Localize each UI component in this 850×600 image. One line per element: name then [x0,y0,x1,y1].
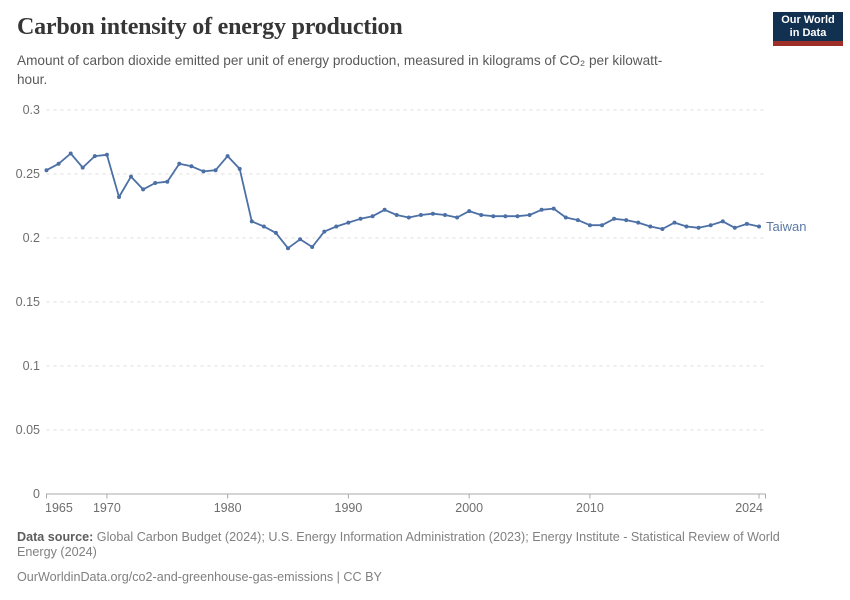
y-tick-label: 0.3 [23,103,40,117]
chart-footer: Data source: Global Carbon Budget (2024)… [17,530,817,585]
data-point-1990[interactable] [346,220,351,225]
data-point-2009[interactable] [575,218,580,223]
data-point-2001[interactable] [479,213,484,217]
license-line[interactable]: OurWorldinData.org/co2-and-greenhouse-ga… [17,569,382,584]
data-point-1982[interactable] [249,219,254,224]
data-point-2007[interactable] [551,206,556,211]
data-source-label: Data source: [17,530,94,544]
data-point-1978[interactable] [201,169,206,174]
series-line-taiwan[interactable] [45,152,760,250]
x-tick-label: 1980 [214,501,242,515]
data-point-1989[interactable] [334,224,339,229]
data-point-1991[interactable] [358,216,363,221]
data-point-1973[interactable] [141,187,146,192]
data-point-2010[interactable] [587,223,592,228]
data-point-2014[interactable] [636,220,641,225]
chart-subtitle: Amount of carbon dioxide emitted per uni… [17,53,663,88]
data-point-1981[interactable] [237,166,242,171]
data-point-1968[interactable] [80,165,85,170]
page-title: Carbon intensity of energy production [17,14,403,40]
data-point-1975[interactable] [165,179,170,184]
data-point-2000[interactable] [467,209,472,214]
owid-logo-line2: in Data [789,26,827,39]
data-point-2011[interactable] [600,223,604,228]
data-point-1984[interactable] [273,230,278,235]
data-point-2024[interactable] [757,224,761,229]
data-point-1996[interactable] [418,213,423,217]
y-tick-label: 0.1 [23,359,40,373]
data-point-2017[interactable] [672,220,677,225]
data-point-1972[interactable] [129,174,133,179]
data-point-2003[interactable] [503,214,508,219]
data-point-2015[interactable] [648,224,653,229]
owid-logo-line1: Our World [781,14,835,26]
data-point-2008[interactable] [563,215,568,220]
data-point-2012[interactable] [612,216,617,221]
x-tick-label: 2024 [735,501,763,515]
data-point-1995[interactable] [406,215,411,220]
data-point-1971[interactable] [117,195,121,199]
data-point-2005[interactable] [527,213,532,217]
data-point-2002[interactable] [491,214,496,219]
data-source-note: Data source: Global Carbon Budget (2024)… [17,530,797,561]
data-point-1999[interactable] [455,215,460,220]
x-tick-label: 1970 [93,501,121,515]
data-point-1976[interactable] [177,161,182,166]
y-tick-label: 0 [33,487,40,501]
data-point-1992[interactable] [370,214,375,219]
data-point-1997[interactable] [430,211,435,216]
data-point-2018[interactable] [684,224,689,229]
data-point-2022[interactable] [732,225,737,230]
owid-logo[interactable]: Our World in Data [773,12,843,46]
entity-label[interactable]: Taiwan [766,219,806,234]
data-point-2013[interactable] [624,218,629,223]
x-tick-label: 1990 [335,501,363,515]
data-point-1985[interactable] [286,246,290,251]
data-point-2020[interactable] [708,223,713,228]
data-point-2021[interactable] [720,219,725,224]
x-tick-label: 1965 [45,501,73,515]
data-point-1969[interactable] [92,154,97,159]
data-point-1998[interactable] [443,213,447,217]
data-point-1967[interactable] [68,151,73,156]
data-point-1993[interactable] [382,207,387,212]
x-tick-label: 2010 [576,501,604,515]
data-point-1977[interactable] [189,164,194,169]
data-point-2006[interactable] [539,207,544,212]
y-tick-label: 0.2 [23,231,40,245]
data-point-1986[interactable] [298,237,303,242]
data-point-1966[interactable] [56,161,61,166]
data-source-text: Global Carbon Budget (2024); U.S. Energy… [17,530,780,560]
data-point-1974[interactable] [153,181,158,185]
data-point-1994[interactable] [394,213,399,217]
data-point-2004[interactable] [515,214,520,219]
data-point-1979[interactable] [213,168,218,173]
x-tick-label: 2000 [455,501,483,515]
y-tick-label: 0.25 [16,167,40,181]
data-point-2019[interactable] [696,225,701,230]
data-point-1965[interactable] [44,168,49,173]
data-point-1983[interactable] [261,224,266,229]
data-point-1988[interactable] [322,229,327,234]
data-point-2023[interactable] [744,221,749,226]
y-tick-label: 0.05 [16,423,40,437]
data-point-1970[interactable] [104,152,109,157]
data-point-2016[interactable] [660,227,665,231]
y-tick-label: 0.15 [16,295,40,309]
data-point-1980[interactable] [225,154,230,159]
data-point-1987[interactable] [310,245,315,249]
